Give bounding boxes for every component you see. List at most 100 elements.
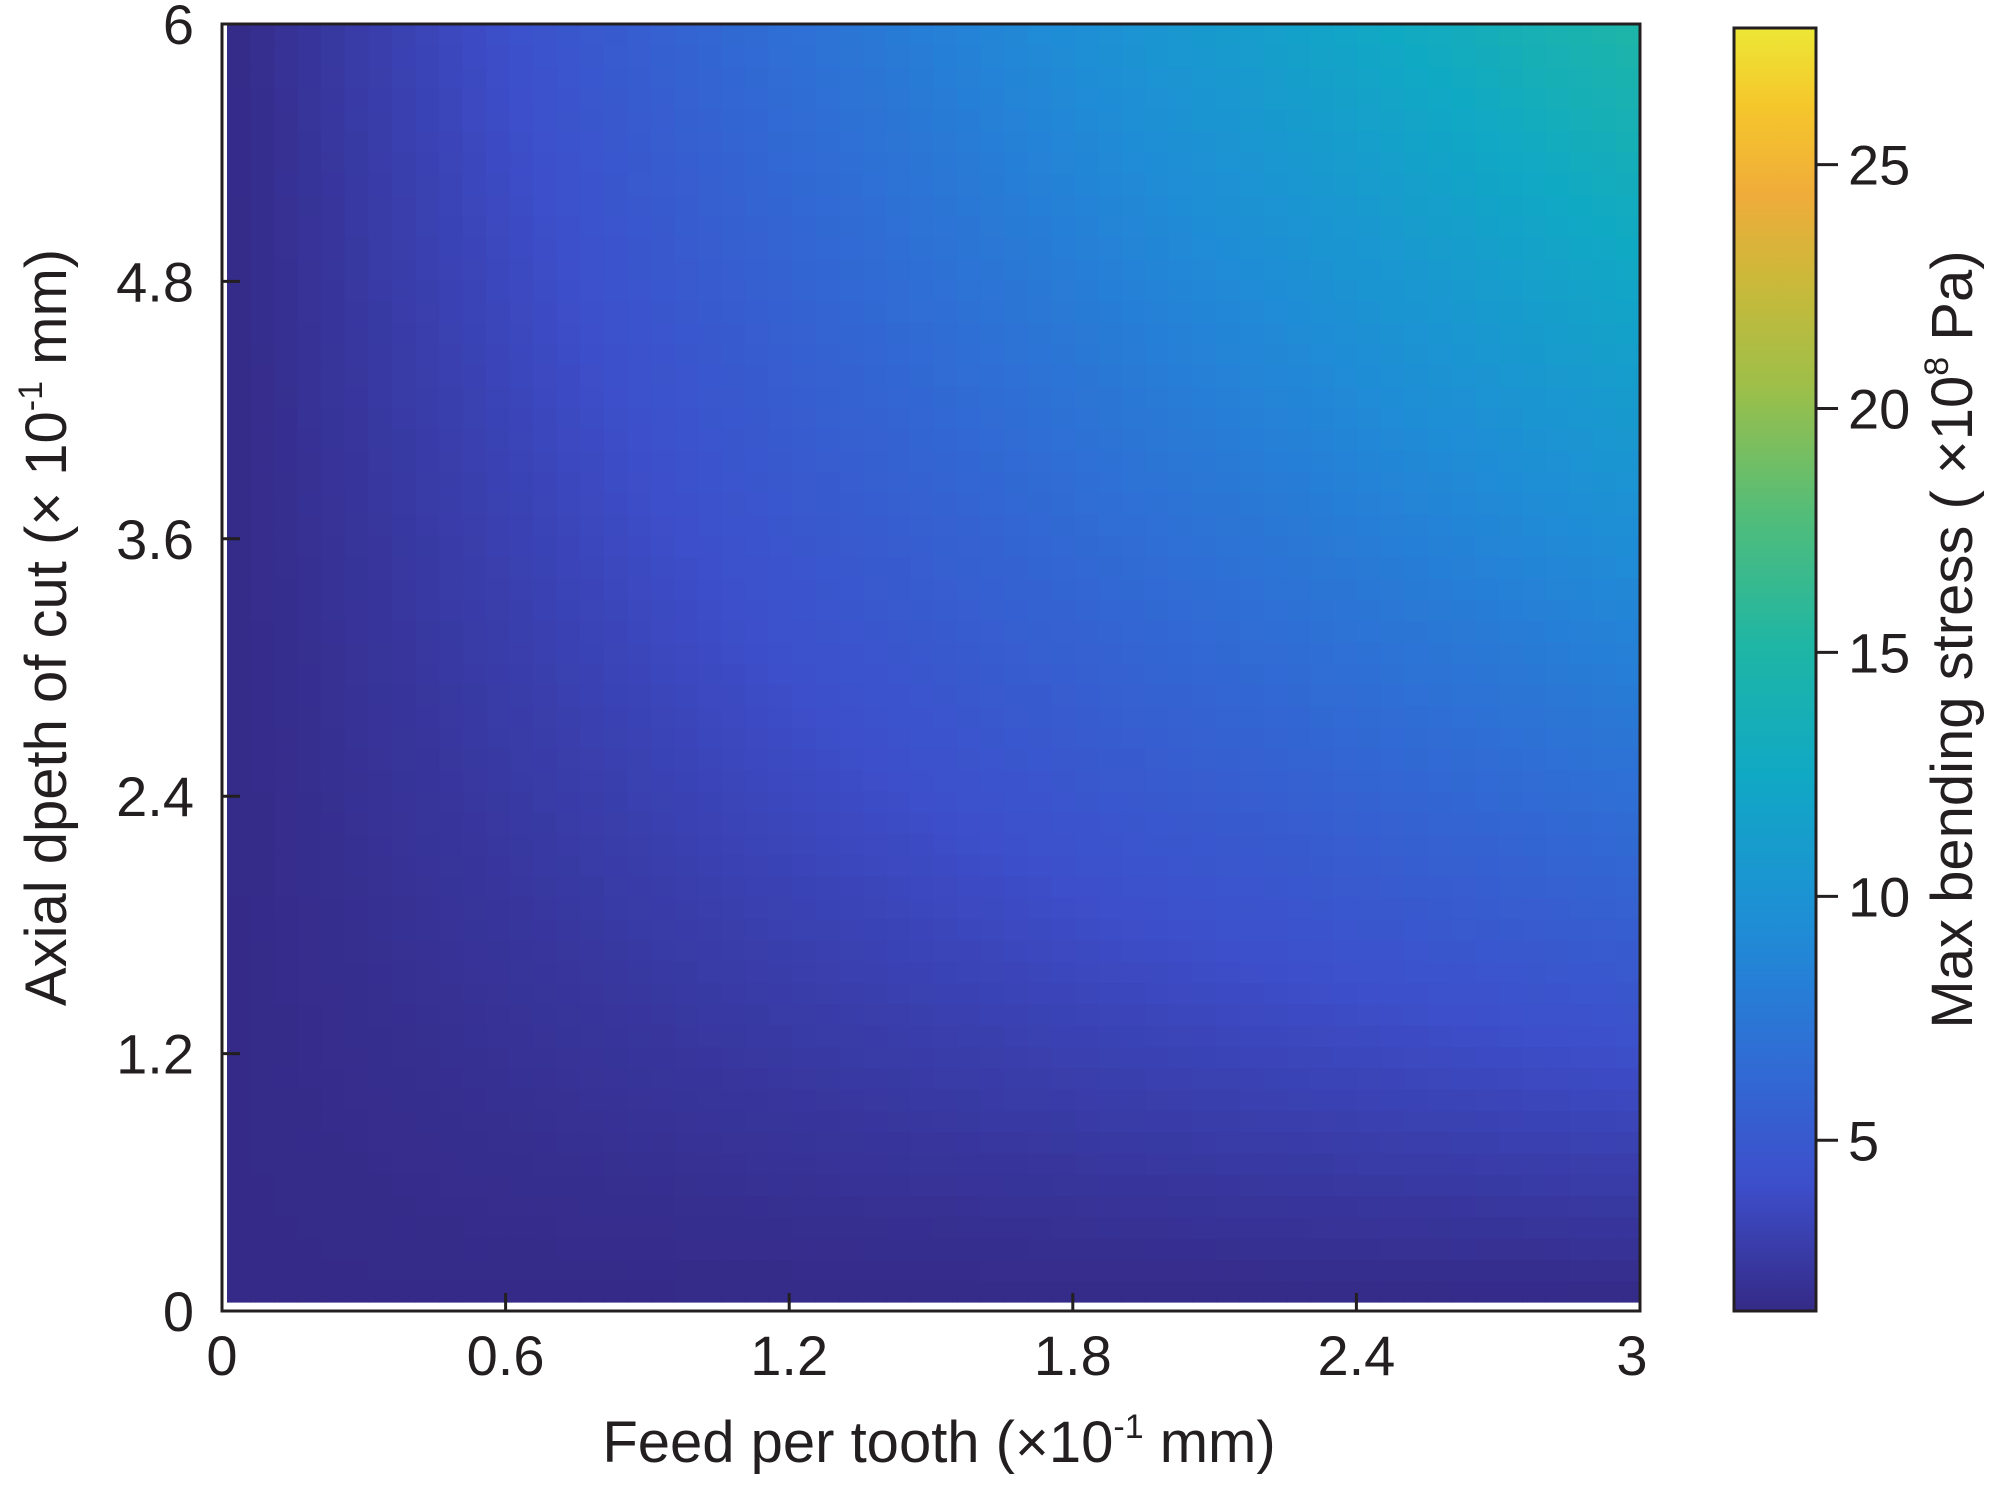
heat-cell: [792, 577, 817, 600]
heat-cell: [1569, 769, 1594, 792]
heat-cell: [745, 748, 770, 771]
heat-cell: [438, 812, 464, 834]
heat-cell: [698, 684, 723, 707]
heat-cell: [1357, 1216, 1382, 1239]
heat-cell: [250, 663, 275, 685]
heat-cell: [674, 173, 699, 195]
heat-cell: [580, 1216, 605, 1239]
heat-cell: [1616, 151, 1641, 174]
heat-cell: [250, 151, 275, 174]
heat-cell: [321, 812, 346, 834]
heat-cell: [1121, 428, 1147, 451]
heat-cell: [603, 854, 628, 877]
heat-cell: [862, 1046, 887, 1069]
heat-cell: [933, 87, 958, 110]
heat-cell: [1545, 300, 1570, 323]
heat-cell: [1286, 663, 1311, 685]
heat-cell: [1192, 1025, 1217, 1047]
heat-cell: [274, 1131, 299, 1154]
heat-cell: [650, 1046, 676, 1069]
heat-cell: [627, 450, 652, 472]
heat-cell: [1451, 215, 1476, 238]
heat-cell: [792, 982, 817, 1005]
heat-cell: [227, 1238, 252, 1260]
heat-cell: [274, 45, 299, 68]
heat-cell: [250, 1152, 275, 1175]
heat-cell: [1004, 854, 1029, 877]
heat-cell: [1404, 833, 1429, 856]
heat-cell: [509, 663, 534, 685]
heat-cell: [1380, 492, 1406, 515]
heat-cell: [698, 705, 723, 728]
heat-cell: [1098, 87, 1123, 110]
heat-cell: [1545, 343, 1570, 366]
heat-cell: [1569, 1174, 1594, 1197]
heat-cell: [580, 577, 605, 600]
heat-cell: [486, 258, 511, 281]
heat-cell: [227, 237, 252, 259]
heat-cell: [933, 1025, 958, 1047]
heat-cell: [580, 237, 605, 259]
heat-cell: [1522, 1238, 1547, 1260]
heat-cell: [627, 982, 652, 1005]
heat-cell: [1498, 1195, 1523, 1218]
heat-cell: [1380, 151, 1406, 174]
heat-cell: [1263, 918, 1288, 941]
heat-cell: [1216, 1174, 1241, 1197]
heat-cell: [1216, 322, 1241, 345]
heat-cell: [698, 982, 723, 1005]
heat-cell: [1286, 918, 1311, 941]
heat-cell: [227, 1003, 252, 1026]
heat-cell: [1545, 1195, 1570, 1218]
heat-cell: [1027, 1025, 1052, 1047]
heat-cell: [274, 428, 299, 451]
heat-cell: [1098, 1280, 1123, 1303]
heat-cell: [1192, 1195, 1217, 1218]
heat-cell: [603, 237, 628, 259]
heat-cell: [721, 876, 746, 898]
heat-cell: [862, 599, 887, 621]
heat-cell: [1027, 1003, 1052, 1026]
heat-cell: [721, 1131, 746, 1154]
heat-cell: [391, 1131, 416, 1154]
heat-cell: [1451, 876, 1476, 898]
heat-cell: [297, 194, 322, 217]
heat-cell: [1027, 599, 1052, 621]
heat-cell: [1357, 684, 1382, 707]
heat-cell: [227, 1195, 252, 1218]
heat-cell: [1404, 1025, 1429, 1047]
heat-cell: [1357, 982, 1382, 1005]
heat-cell: [1380, 194, 1406, 217]
heat-cell: [1404, 194, 1429, 217]
heat-cell: [1239, 1067, 1264, 1090]
heat-cell: [768, 386, 793, 408]
heat-cell: [368, 237, 393, 259]
heat-cell: [1239, 407, 1264, 430]
heat-cell: [768, 961, 793, 984]
heat-cell: [674, 705, 699, 728]
heat-cell: [1592, 428, 1618, 451]
heat-cell: [274, 577, 299, 600]
heat-cell: [839, 854, 864, 877]
heat-cell: [1333, 1259, 1358, 1282]
heat-cell: [486, 1131, 511, 1154]
heat-cell: [792, 663, 817, 685]
heat-cell: [1404, 450, 1429, 472]
heat-cell: [1522, 1174, 1547, 1197]
heat-cell: [886, 471, 911, 494]
heat-cell: [1592, 641, 1618, 664]
heat-cell: [1333, 24, 1358, 46]
heat-cell: [886, 1174, 911, 1197]
heat-cell: [438, 939, 464, 962]
heat-cell: [1074, 194, 1099, 217]
heat-cell: [344, 599, 369, 621]
heat-cell: [1333, 726, 1358, 749]
heat-cell: [509, 386, 534, 408]
heat-cell: [1239, 45, 1264, 68]
heat-cell: [1192, 471, 1217, 494]
heat-cell: [721, 386, 746, 408]
heat-cell: [698, 769, 723, 792]
heat-cell: [1569, 87, 1594, 110]
heat-cell: [1569, 450, 1594, 472]
heat-cell: [1074, 769, 1099, 792]
